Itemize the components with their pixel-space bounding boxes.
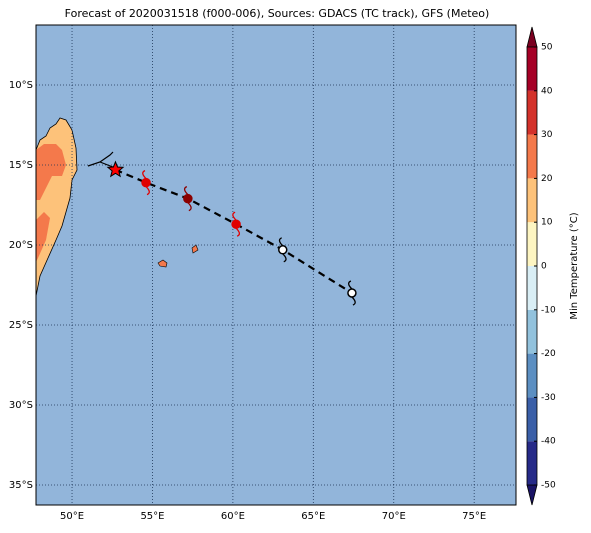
colorbar-band — [527, 178, 537, 223]
land — [35, 117, 199, 297]
storm-arms — [278, 237, 287, 263]
colorbar-tick-label: -30 — [541, 393, 556, 403]
colorbar-band — [527, 134, 537, 179]
storm-marker — [183, 193, 193, 204]
colorbar-band — [527, 441, 537, 485]
x-tick-label: 50°E — [60, 511, 84, 522]
storm-marker — [278, 245, 288, 255]
colorbar-tick-label: -10 — [541, 305, 556, 315]
storm-arms — [183, 185, 192, 212]
chart-title: Forecast of 2020031518 (f000-006), Sourc… — [65, 7, 490, 20]
colorbar-tick-label: -20 — [541, 349, 556, 359]
y-tick-label: 10°S — [9, 80, 33, 91]
colorbar-band — [527, 266, 537, 310]
colorbar-band — [527, 353, 537, 398]
storm-arms — [142, 169, 150, 196]
colorbar-extend — [526, 484, 538, 506]
storm-position — [106, 160, 125, 178]
y-tick-label: 15°S — [9, 160, 33, 171]
colorbar-band — [527, 222, 537, 266]
colorbar-band — [527, 397, 537, 442]
x-tick-label: 65°E — [301, 511, 325, 522]
y-tick-label: 30°S — [9, 400, 33, 411]
colorbar-tick-label: 0 — [541, 262, 547, 272]
colorbar-tick-label: 30 — [541, 130, 553, 140]
colorbar-tick-label: 50 — [541, 43, 553, 53]
storm-marker — [141, 177, 151, 188]
ocean — [36, 25, 516, 505]
colorbar-extend — [526, 26, 538, 48]
y-tick-label: 25°S — [9, 320, 33, 331]
colorbar-label: Min Temperature (°C) — [569, 212, 580, 319]
colorbar-tick-label: 10 — [541, 218, 553, 228]
colorbar-band — [527, 309, 537, 354]
storm-marker — [347, 288, 357, 298]
map-frame — [35, 24, 517, 506]
colorbar-band — [527, 90, 537, 135]
colorbar-band — [527, 47, 537, 91]
colorbar-tick-label: 40 — [541, 86, 553, 96]
y-tick-label: 20°S — [9, 240, 33, 251]
x-tick-label: 70°E — [382, 511, 406, 522]
colorbar-tick-label: -40 — [541, 437, 556, 447]
storm-marker — [231, 219, 241, 229]
x-tick-label: 60°E — [221, 511, 245, 522]
x-tick-label: 75°E — [462, 511, 486, 522]
storm-arms — [232, 211, 241, 237]
forecast-track — [115, 168, 353, 294]
colorbar-tick-label: -50 — [541, 481, 556, 491]
colorbar-tick-label: 20 — [541, 174, 553, 184]
y-tick-label: 35°S — [9, 480, 33, 491]
x-tick-label: 55°E — [140, 511, 164, 522]
storm-arms — [348, 280, 356, 306]
